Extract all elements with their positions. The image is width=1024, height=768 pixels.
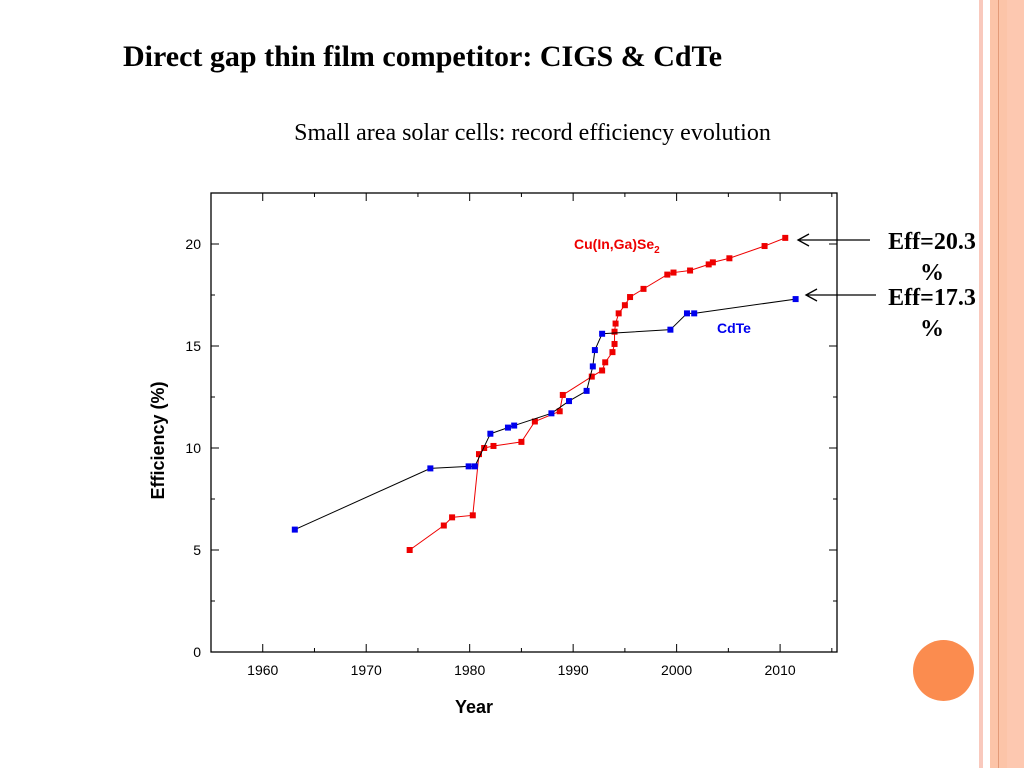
decor-stripe (990, 0, 998, 768)
decor-stripe (1007, 0, 1024, 768)
series-line (409, 237, 786, 551)
data-point (487, 430, 494, 437)
data-point (687, 267, 694, 274)
x-axis-label: Year (455, 697, 493, 717)
data-point (475, 451, 482, 458)
series-label-main: CdTe (717, 320, 751, 336)
data-point (559, 391, 566, 398)
arrow-head-icon (804, 288, 818, 302)
decor-stripe (979, 0, 983, 768)
data-point (504, 424, 511, 431)
data-point (599, 330, 606, 337)
series-label: Cu(In,Ga)Se2 (574, 236, 660, 256)
data-point (548, 410, 555, 417)
data-point (664, 271, 671, 278)
data-point (670, 269, 677, 276)
decor-stripe (998, 0, 999, 768)
data-point (427, 465, 434, 472)
y-tick-label: 0 (193, 644, 201, 660)
series-cu-in-ga-se2: Cu(In,Ga)Se2 (406, 234, 789, 553)
data-point (518, 438, 525, 445)
arrow-head-icon (796, 233, 810, 247)
data-point (599, 367, 606, 374)
x-tick-label: 1980 (454, 662, 485, 678)
data-point (611, 340, 618, 347)
data-point (566, 398, 573, 405)
data-point (591, 347, 598, 354)
data-point (782, 234, 789, 241)
data-point (709, 259, 716, 266)
data-point (691, 310, 698, 317)
y-tick-label: 15 (185, 338, 201, 354)
data-point (611, 328, 618, 335)
annotation-cigs-eff: Eff=20.3 % (888, 229, 976, 286)
data-point (588, 373, 595, 380)
data-point (490, 442, 497, 449)
data-point (583, 387, 590, 394)
decor-circle (913, 640, 974, 701)
plot-frame (210, 192, 838, 653)
data-point (609, 349, 616, 356)
x-tick-label: 1990 (558, 662, 589, 678)
data-point (602, 359, 609, 366)
series-label-main: Cu(In,Ga)Se (574, 236, 654, 252)
y-tick-label: 5 (193, 542, 201, 558)
data-point (667, 326, 674, 333)
series-label-subscript: 2 (654, 245, 660, 256)
decor-stripe (999, 0, 1007, 768)
annotation-cdte-eff: Eff=17.3 % (888, 285, 976, 342)
data-point (449, 514, 456, 521)
x-tick-label: 1970 (351, 662, 382, 678)
x-tick-label: 1960 (247, 662, 278, 678)
x-tick-label: 2010 (765, 662, 796, 678)
data-point (640, 285, 647, 292)
data-point (589, 363, 596, 370)
data-point (471, 463, 478, 470)
data-point (469, 512, 476, 519)
data-point (683, 310, 690, 317)
data-point (726, 255, 733, 262)
series-label: CdTe (717, 320, 751, 336)
data-point (440, 522, 447, 529)
data-point (627, 294, 634, 301)
y-tick-label: 20 (185, 236, 201, 252)
data-point (612, 320, 619, 327)
y-tick-label: 10 (185, 440, 201, 456)
data-point (481, 445, 488, 451)
data-point (621, 302, 628, 309)
chart-subtitle: Small area solar cells: record efficienc… (294, 120, 771, 146)
slide-title: Direct gap thin film competitor: CIGS & … (123, 40, 723, 73)
data-point (556, 408, 563, 415)
y-axis-label: Efficiency (%) (148, 381, 168, 499)
data-point (406, 547, 413, 553)
series-cdte: CdTe (291, 296, 799, 533)
data-point (465, 463, 472, 470)
data-point (792, 296, 799, 303)
data-point (615, 310, 622, 317)
data-point (291, 526, 298, 533)
data-point (705, 261, 712, 268)
data-point (761, 243, 768, 250)
data-point (511, 422, 518, 429)
x-tick-label: 2000 (661, 662, 692, 678)
data-point (531, 418, 538, 425)
